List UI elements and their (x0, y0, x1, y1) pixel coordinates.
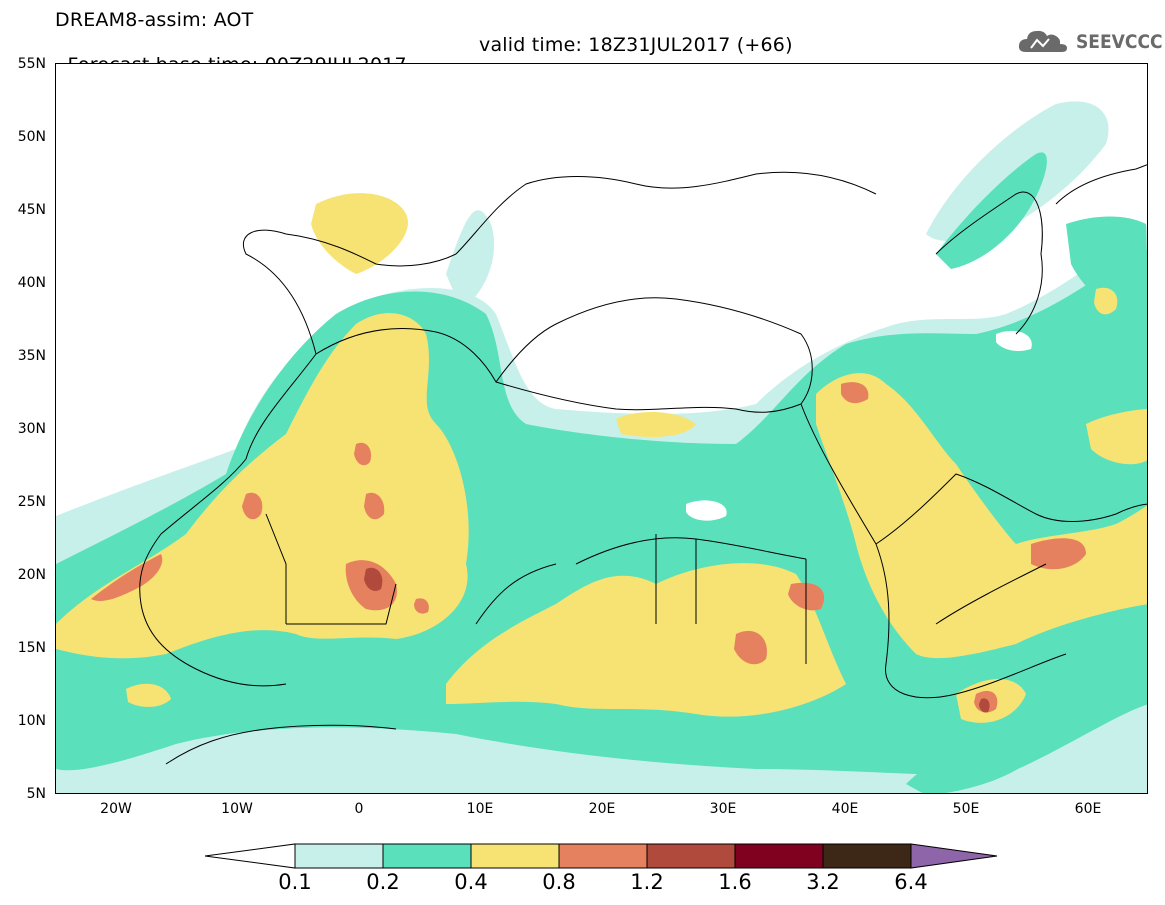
lat-tick: 50N (17, 129, 46, 145)
lon-tick: 40E (831, 801, 859, 817)
lon-tick: 30E (709, 801, 737, 817)
colorbar-label: 0.8 (542, 870, 576, 894)
lon-tick: 10E (466, 801, 494, 817)
cloud-logo-icon (1018, 30, 1067, 52)
colorbar-label: 3.2 (806, 870, 840, 894)
colorbar-label: 6.4 (894, 870, 928, 894)
colorbar-label: 0.1 (278, 870, 312, 894)
aot-level-1.2 (364, 567, 990, 713)
lon-tick: 10W (221, 801, 253, 817)
lat-tick: 30N (17, 421, 46, 437)
colorbar (204, 843, 1000, 873)
lat-tick: 10N (17, 713, 46, 729)
colorbar-graphic (204, 843, 998, 869)
lat-tick: 45N (17, 202, 46, 218)
aot-clear-area (686, 330, 1032, 521)
map-title: DREAM8-assim: AOT (55, 9, 254, 31)
valid-time: valid time: 18Z31JUL2017 (+66) (479, 34, 793, 56)
lat-tick: 25N (17, 494, 46, 510)
colorbar-label: 0.4 (454, 870, 488, 894)
logo-text: SEEVCCC (1076, 31, 1163, 53)
aot-map (55, 63, 1148, 794)
colorbar-label: 1.6 (718, 870, 752, 894)
lat-tick: 35N (17, 348, 46, 364)
lon-tick: 0 (354, 801, 364, 817)
lon-tick: 20W (100, 801, 132, 817)
seevccc-logo: SEEVCCC (1018, 26, 1163, 56)
lat-tick: 40N (17, 275, 46, 291)
coastlines (139, 164, 1147, 765)
lat-tick: 15N (17, 640, 46, 656)
lat-tick: 5N (26, 786, 46, 802)
lat-tick: 20N (17, 567, 46, 583)
aot-field (56, 101, 1147, 793)
lon-tick: 20E (588, 801, 616, 817)
lat-tick: 55N (17, 56, 46, 72)
colorbar-label: 0.2 (366, 870, 400, 894)
lon-tick: 50E (952, 801, 980, 817)
lon-tick: 60E (1074, 801, 1102, 817)
colorbar-label: 1.2 (630, 870, 664, 894)
